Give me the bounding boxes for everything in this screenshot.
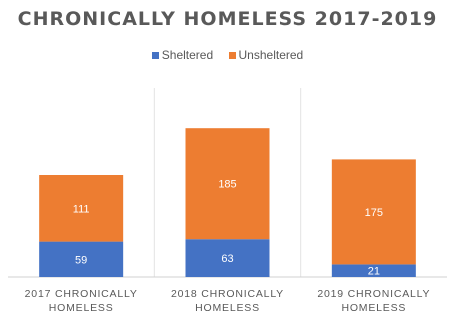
data-label-unsheltered-1: 111: [73, 203, 90, 215]
bar-unsheltered-3: [331, 159, 416, 265]
data-label-unsheltered-2: 185: [218, 179, 236, 191]
legend-swatch-unsheltered: [228, 52, 236, 60]
legend-item-sheltered: Sheltered: [151, 48, 214, 62]
data-label-sheltered-2: 63: [221, 253, 233, 265]
category-label-1-line-2: HOMELESS: [49, 302, 114, 314]
bar-sheltered-3: [331, 264, 416, 277]
category-label-2-line-2: HOMELESS: [195, 302, 260, 314]
category-label-3-line-1: 2019 CHRONICALLY: [317, 288, 430, 300]
data-label-sheltered-3: 21: [368, 266, 380, 278]
bar-sheltered-2: [185, 239, 270, 277]
category-label-3-line-2: HOMELESS: [341, 302, 406, 314]
legend-label-sheltered: Sheltered: [161, 48, 214, 62]
legend-label-unsheltered: Unsheltered: [238, 48, 304, 62]
bar-unsheltered-1: [39, 175, 124, 242]
legend-swatch-sheltered: [151, 52, 159, 60]
chart-title: CHRONICALLY HOMELESS 2017-2019: [17, 8, 438, 30]
legend-item-unsheltered: Unsheltered: [228, 48, 304, 62]
data-label-unsheltered-3: 175: [365, 207, 383, 219]
data-label-sheltered-1: 59: [75, 254, 87, 266]
bar-unsheltered-2: [185, 128, 270, 240]
legend: Sheltered Unsheltered: [0, 48, 455, 62]
category-label-2-line-1: 2018 CHRONICALLY: [171, 288, 284, 300]
category-label-1-line-1: 2017 CHRONICALLY: [25, 288, 138, 300]
bar-sheltered-1: [39, 241, 124, 277]
